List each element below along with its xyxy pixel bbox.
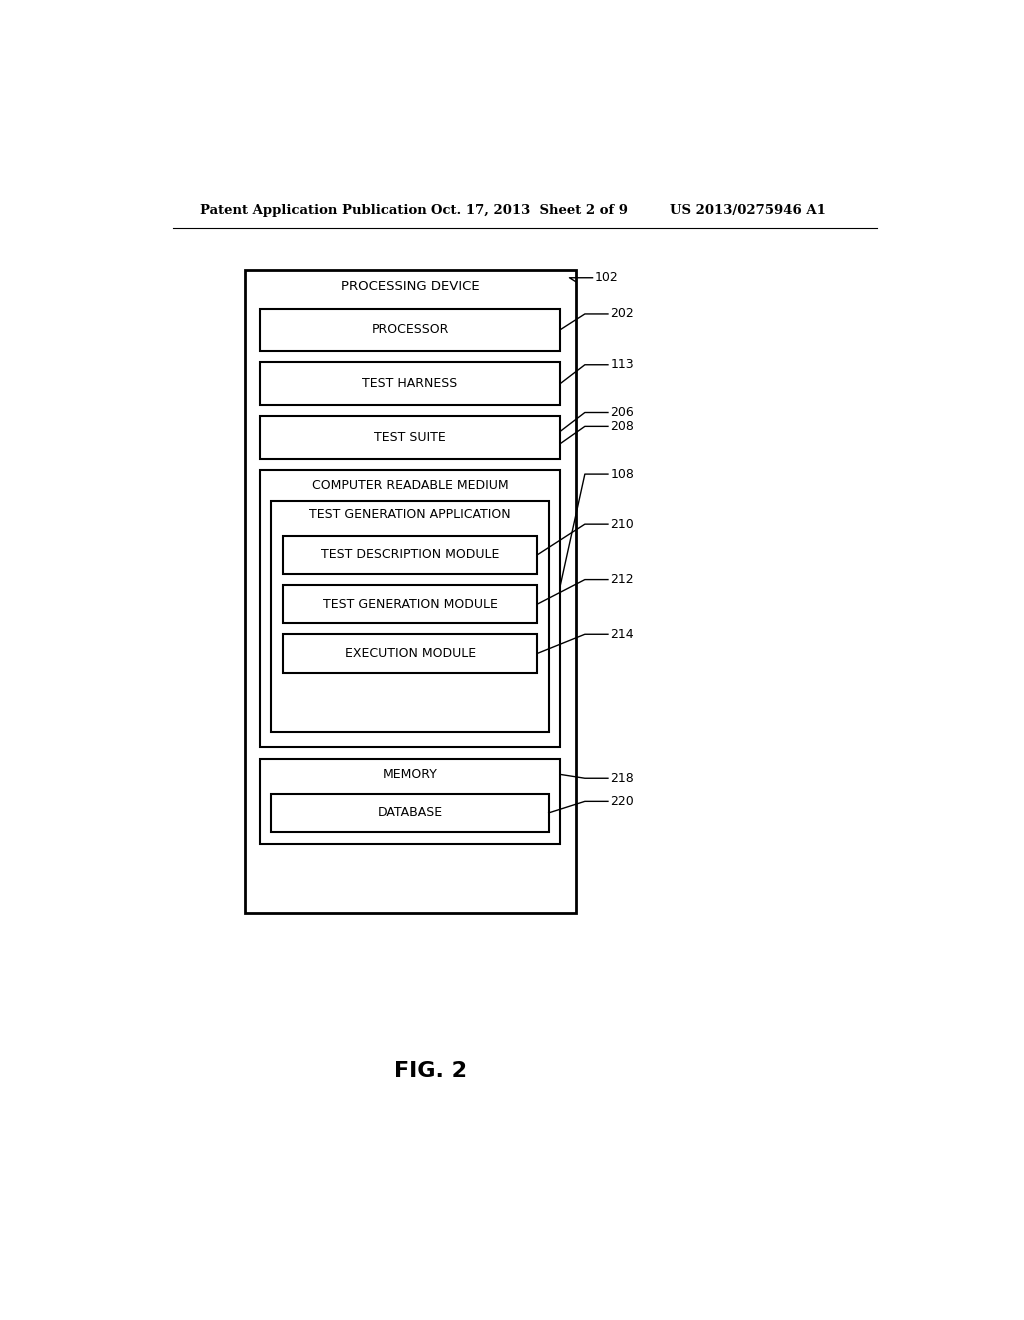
- Text: Patent Application Publication: Patent Application Publication: [200, 205, 427, 218]
- Text: MEMORY: MEMORY: [383, 768, 437, 781]
- Bar: [271, 502, 549, 733]
- Text: COMPUTER READABLE MEDIUM: COMPUTER READABLE MEDIUM: [311, 479, 508, 492]
- Text: PROCESSING DEVICE: PROCESSING DEVICE: [341, 280, 479, 293]
- Bar: [260, 309, 560, 351]
- Text: TEST GENERATION MODULE: TEST GENERATION MODULE: [323, 598, 498, 611]
- Text: TEST GENERATION APPLICATION: TEST GENERATION APPLICATION: [309, 508, 511, 521]
- Text: 220: 220: [610, 795, 634, 808]
- Bar: [283, 585, 538, 623]
- Text: 212: 212: [610, 573, 634, 586]
- Text: FIG. 2: FIG. 2: [394, 1061, 467, 1081]
- Bar: [260, 470, 560, 747]
- Bar: [283, 536, 538, 574]
- Text: 113: 113: [610, 358, 634, 371]
- Text: US 2013/0275946 A1: US 2013/0275946 A1: [670, 205, 825, 218]
- Bar: [260, 416, 560, 459]
- Text: TEST SUITE: TEST SUITE: [374, 432, 445, 444]
- Text: 202: 202: [610, 308, 634, 321]
- Text: TEST HARNESS: TEST HARNESS: [362, 378, 458, 391]
- Text: 210: 210: [610, 517, 634, 531]
- Text: PROCESSOR: PROCESSOR: [372, 323, 449, 337]
- Text: DATABASE: DATABASE: [378, 807, 442, 820]
- Text: 108: 108: [610, 467, 634, 480]
- Bar: [283, 635, 538, 673]
- Text: 218: 218: [610, 772, 634, 785]
- Text: 214: 214: [610, 628, 634, 640]
- Bar: [271, 793, 549, 832]
- Text: 208: 208: [610, 420, 634, 433]
- Bar: [260, 363, 560, 405]
- Bar: [245, 271, 575, 913]
- Text: Oct. 17, 2013  Sheet 2 of 9: Oct. 17, 2013 Sheet 2 of 9: [431, 205, 628, 218]
- Text: TEST DESCRIPTION MODULE: TEST DESCRIPTION MODULE: [321, 548, 500, 561]
- Text: 206: 206: [610, 407, 634, 418]
- Text: 102: 102: [595, 271, 618, 284]
- Text: EXECUTION MODULE: EXECUTION MODULE: [344, 647, 475, 660]
- Bar: [260, 759, 560, 843]
